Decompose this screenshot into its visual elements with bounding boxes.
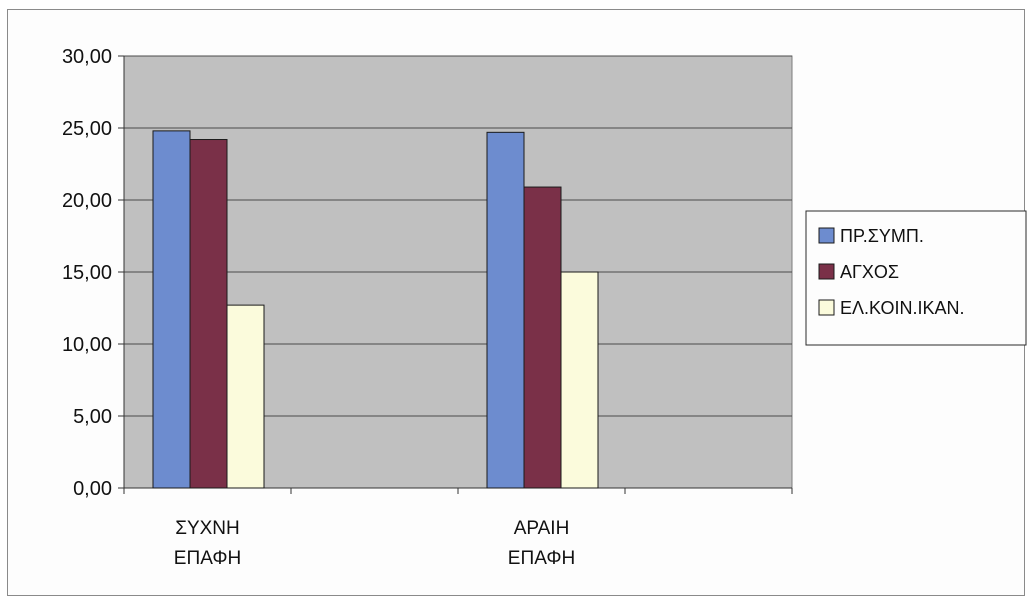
legend-swatch bbox=[818, 227, 835, 244]
legend-swatch bbox=[818, 299, 835, 316]
y-tick-label: 30,00 bbox=[62, 46, 112, 68]
x-category-label: ΣΥΧΝΗ ΕΠΑΦΗ bbox=[174, 518, 241, 569]
bar bbox=[152, 130, 191, 489]
bar bbox=[189, 139, 228, 489]
legend: ΠΡ.ΣΥΜΠ. ΑΓΧΟΣ ΕΛ.ΚΟΙΝ.ΙΚΑΝ. bbox=[805, 210, 1027, 346]
y-tick-label: 5,00 bbox=[73, 406, 112, 428]
y-tick-label: 10,00 bbox=[62, 334, 112, 356]
bar bbox=[560, 271, 599, 489]
y-tick-label: 0,00 bbox=[73, 478, 112, 500]
legend-label: ΠΡ.ΣΥΜΠ. bbox=[840, 226, 924, 246]
bars bbox=[152, 130, 599, 489]
bar bbox=[226, 304, 265, 489]
y-tick-label: 25,00 bbox=[62, 118, 112, 140]
y-tick-label: 15,00 bbox=[62, 262, 112, 284]
legend-swatch bbox=[818, 263, 835, 280]
legend-box bbox=[805, 210, 1027, 346]
bar bbox=[523, 186, 562, 489]
bar bbox=[486, 131, 525, 489]
x-axis: ΣΥΧΝΗ ΕΠΑΦΗ ΑΡΑΙΗ ΕΠΑΦΗ bbox=[123, 487, 793, 569]
y-axis: 0,00 5,00 10,00 15,00 20,00 25,00 30,00 bbox=[62, 46, 125, 500]
legend-label: ΕΛ.ΚΟΙΝ.ΙΚΑΝ. bbox=[840, 298, 965, 318]
y-tick-label: 20,00 bbox=[62, 190, 112, 212]
x-category-label: ΑΡΑΙΗ ΕΠΑΦΗ bbox=[508, 518, 575, 569]
legend-label: ΑΓΧΟΣ bbox=[840, 262, 899, 282]
